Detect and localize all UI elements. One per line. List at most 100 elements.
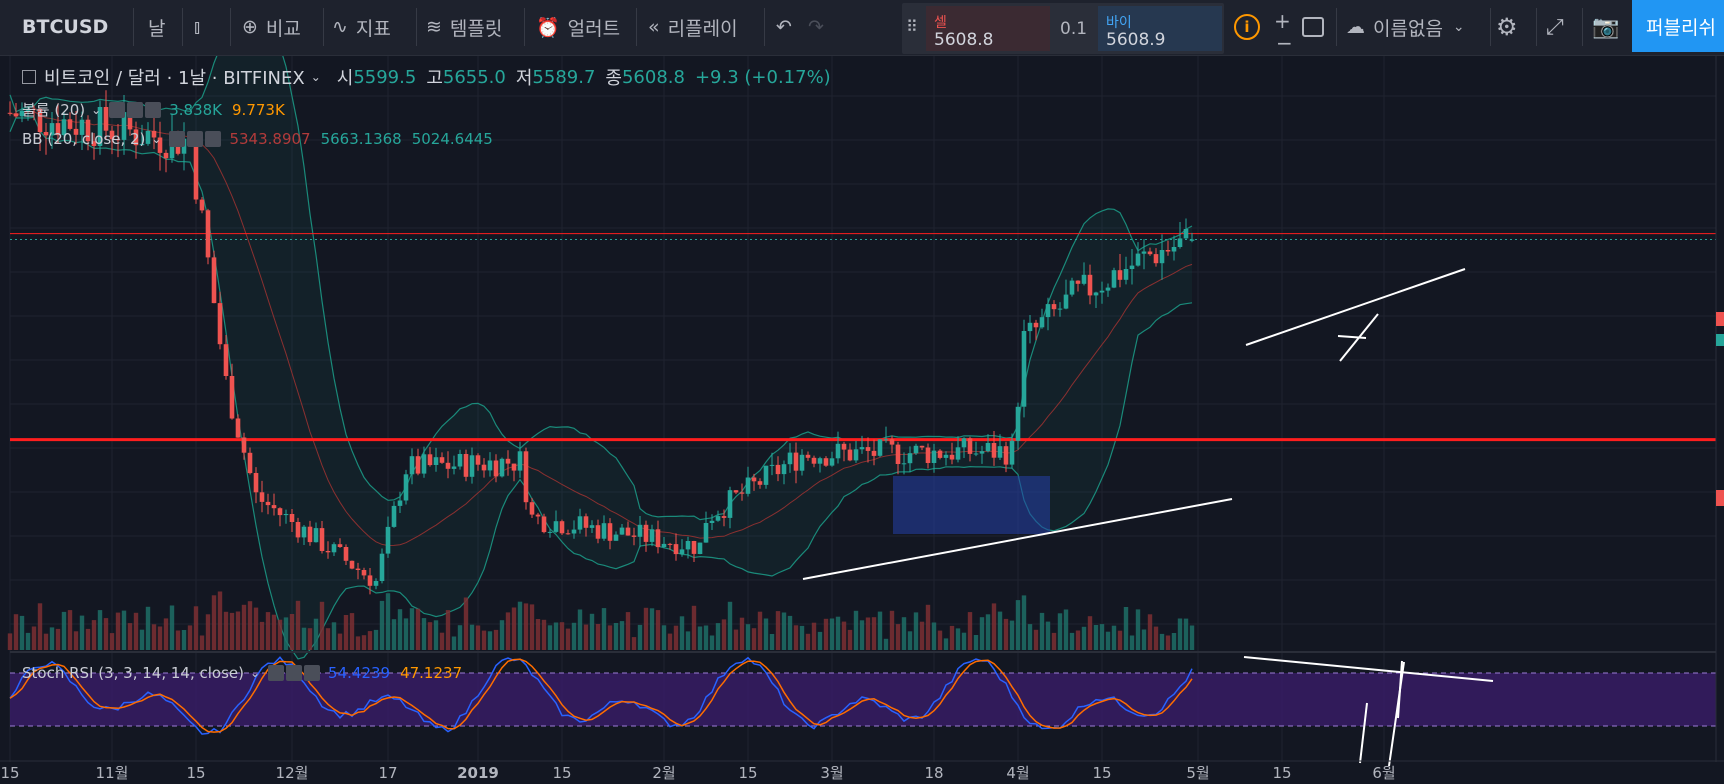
candle-body (559, 521, 565, 534)
trade-panel: ⠿ 셀 5608.8 0.1 바이 5608.9 (902, 3, 1224, 54)
candle-body (253, 473, 259, 493)
volume-bar (1141, 629, 1147, 650)
candle-body (637, 524, 643, 537)
volume-bar (781, 612, 787, 650)
volume-bar (505, 612, 511, 650)
volume-bar (823, 618, 829, 650)
camera-icon: 📷 (1592, 14, 1620, 40)
candle-body (25, 108, 31, 111)
redo-button[interactable]: ↷ (808, 0, 832, 54)
candle-body (229, 376, 235, 419)
volume-bar (931, 622, 937, 650)
compare-button[interactable]: ⊕ 비교 (242, 0, 301, 54)
candle-body (967, 438, 973, 454)
candle-body (145, 130, 151, 144)
volume-bar (127, 623, 133, 650)
publish-button[interactable]: 퍼블리쉬 (1632, 0, 1724, 52)
close-icon (304, 665, 321, 681)
compare-label: 비교 (265, 17, 301, 40)
candle-body (667, 543, 673, 545)
volume-bar (1165, 635, 1171, 650)
candle-body (85, 119, 91, 142)
legend-controls[interactable] (268, 665, 322, 681)
candle-body (673, 544, 679, 555)
fullscreen-button[interactable]: ⤢ (1546, 0, 1564, 54)
undo-button[interactable]: ↶ (776, 0, 800, 54)
volume-bar (181, 630, 187, 650)
collapse-icon[interactable] (22, 70, 36, 84)
candle-body (355, 568, 361, 570)
volume-bar (1093, 625, 1099, 650)
zoom-in-button[interactable]: + (1274, 0, 1291, 48)
x-tick-label: 12월 (276, 764, 309, 782)
candle-body (13, 113, 19, 117)
fullscreen-rect-button[interactable] (1302, 0, 1324, 54)
chevron-down-icon[interactable]: ⌄ (249, 666, 261, 680)
candle-body (997, 446, 1003, 458)
x-tick-label: 18 (924, 764, 943, 782)
trend-line (1245, 268, 1466, 346)
candle-body (409, 456, 415, 475)
candle-body (445, 462, 451, 469)
volume-bar (1063, 609, 1069, 650)
candle-body (241, 437, 247, 453)
volume-bar (1153, 626, 1159, 650)
replay-button[interactable]: « 리플레이 (648, 0, 738, 54)
candle-body (493, 460, 499, 477)
candle-body (1135, 253, 1141, 266)
candle-body (289, 514, 295, 522)
candle-body (769, 464, 775, 466)
alert-button[interactable]: ⏰ 얼러트 (536, 0, 620, 54)
volume-bar (1039, 612, 1045, 650)
candle-body (55, 123, 61, 136)
candle-body (1129, 265, 1135, 269)
chevron-down-icon[interactable]: ⌄ (151, 132, 162, 146)
chart-type-button[interactable]: ⫾ (194, 0, 208, 54)
templates-button[interactable]: ≋ 템플릿 (426, 0, 502, 54)
legend-controls[interactable] (109, 101, 163, 118)
legend-controls[interactable] (169, 131, 223, 147)
settings-button[interactable]: ⚙ (1496, 0, 1518, 54)
candle-body (1063, 294, 1069, 309)
volume-bar (457, 625, 463, 650)
trend-line (802, 498, 1233, 580)
candle-body (1153, 254, 1159, 264)
symbol-search[interactable]: BTCUSD (22, 0, 108, 54)
bb-value-3: 5024.6445 (411, 130, 493, 148)
screenshot-button[interactable]: 📷 (1592, 0, 1619, 54)
candle-body (709, 520, 715, 523)
volume-bar (793, 625, 799, 650)
candle-body (481, 464, 487, 471)
volume-bar (319, 601, 325, 650)
info-button[interactable]: i (1234, 0, 1260, 54)
sell-button[interactable]: 셀 5608.8 (926, 6, 1050, 51)
candle-body (265, 501, 271, 506)
x-tick-label: 11월 (96, 764, 129, 782)
chevron-down-icon[interactable]: ⌄ (91, 102, 102, 117)
price-chart[interactable]: 15 11월 15 12월 17 2019 15 2월 15 3월 18 4월 15 5월 15 6월 (0, 56, 1724, 784)
volume-bar (1189, 625, 1195, 650)
low-value: 5589.7 (532, 66, 596, 88)
candle-body (1165, 250, 1171, 252)
bb-fill (10, 56, 1192, 659)
volume-bar (31, 626, 37, 650)
candle-body (757, 481, 763, 485)
indicators-button[interactable]: ∿ 지표 (332, 0, 391, 54)
volume-bar (397, 609, 403, 650)
chevron-down-icon[interactable]: ⌄ (310, 70, 321, 84)
layout-name-button[interactable]: ☁ 이름없음 ⌄ (1346, 0, 1465, 54)
zoom-out-button[interactable]: − (1276, 16, 1293, 70)
interval-button[interactable]: 날 (148, 0, 165, 54)
buy-button[interactable]: 바이 5608.9 (1098, 6, 1222, 51)
candle-body (907, 453, 913, 464)
x-tick-label: 15 (1272, 764, 1291, 782)
candle-body (295, 522, 301, 538)
candle-body (1093, 292, 1099, 296)
candle-body (1141, 251, 1147, 254)
volume-bar (115, 612, 121, 650)
bb-lower (9, 116, 1193, 660)
gear-icon (127, 101, 144, 118)
candle-body (715, 516, 721, 521)
drag-handle-icon[interactable]: ⠿ (906, 17, 918, 36)
candle-body (889, 439, 895, 445)
